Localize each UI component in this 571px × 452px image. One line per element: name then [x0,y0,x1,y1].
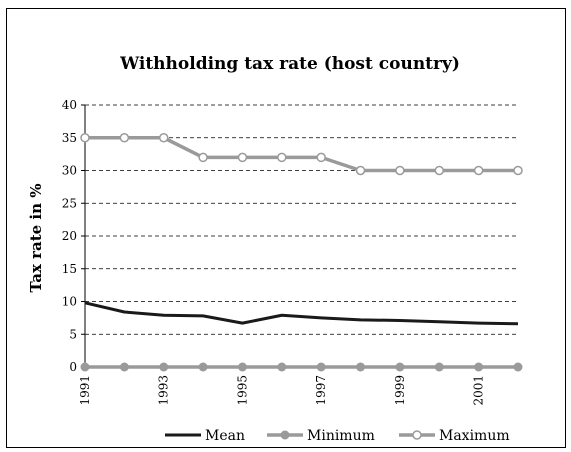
point-minimum-1993 [159,362,169,372]
legend-marker-maximum [412,430,422,440]
point-minimum-1996 [277,362,287,372]
point-maximum-1991 [80,133,90,143]
point-maximum-2001 [473,165,484,176]
x-tick-label-1991: 1991 [78,375,92,406]
point-maximum-2002 [513,165,523,176]
legend: Mean Minimum Maximum [165,428,510,444]
x-tick-label-1995: 1995 [235,375,249,406]
x-tick-label-1997: 1997 [314,375,328,406]
chart-frame: Withholding tax rate (host country) Tax … [6,8,566,448]
legend-label-maximum: Maximum [439,428,510,444]
y-tick-label-15: 15 [62,262,77,276]
point-maximum-1999 [395,165,405,176]
series-line-mean [84,301,519,326]
point-maximum-1998 [355,165,366,176]
legend-label-mean: Mean [205,428,245,444]
point-maximum-1994 [198,152,208,163]
point-maximum-1993 [158,133,169,143]
point-minimum-1998 [356,362,366,372]
x-tick-label-1999: 1999 [393,375,407,406]
y-tick-label-5: 5 [69,327,77,341]
point-minimum-1992 [119,362,129,372]
line-chart: Withholding tax rate (host country) Tax … [27,54,523,444]
point-minimum-1997 [316,362,326,372]
x-tick-label-1993: 1993 [157,375,171,406]
legend-label-minimum: Minimum [307,428,375,444]
legend-marker-minimum [280,430,290,440]
point-maximum-1996 [277,152,287,163]
point-maximum-1995 [237,152,248,163]
plot-area: 0 5 10 15 20 25 30 35 40 1991 1993 1995 1997 1999 2001 [62,98,523,406]
point-maximum-1992 [119,133,130,143]
x-tick-label-2001: 2001 [472,375,486,406]
y-tick-label-20: 20 [62,229,77,243]
y-tick-label-10: 10 [62,295,77,309]
y-tick-label-0: 0 [69,360,77,374]
y-tick-label-25: 25 [62,196,77,210]
point-minimum-1999 [395,362,405,372]
point-minimum-2002 [513,362,523,372]
y-tick-label-40: 40 [62,98,77,112]
y-tick-label-30: 30 [62,164,77,178]
point-minimum-1991 [80,362,90,372]
series-line-maximum [85,136,518,173]
y-tick-label-35: 35 [62,131,77,145]
point-maximum-2000 [434,165,445,176]
point-minimum-2000 [434,362,444,372]
point-minimum-1994 [198,362,208,372]
y-axis-label: Tax rate in % [27,183,45,292]
chart-title: Withholding tax rate (host country) [119,54,460,74]
point-minimum-1995 [237,362,247,372]
point-minimum-2001 [474,362,484,372]
point-maximum-1997 [316,152,326,163]
